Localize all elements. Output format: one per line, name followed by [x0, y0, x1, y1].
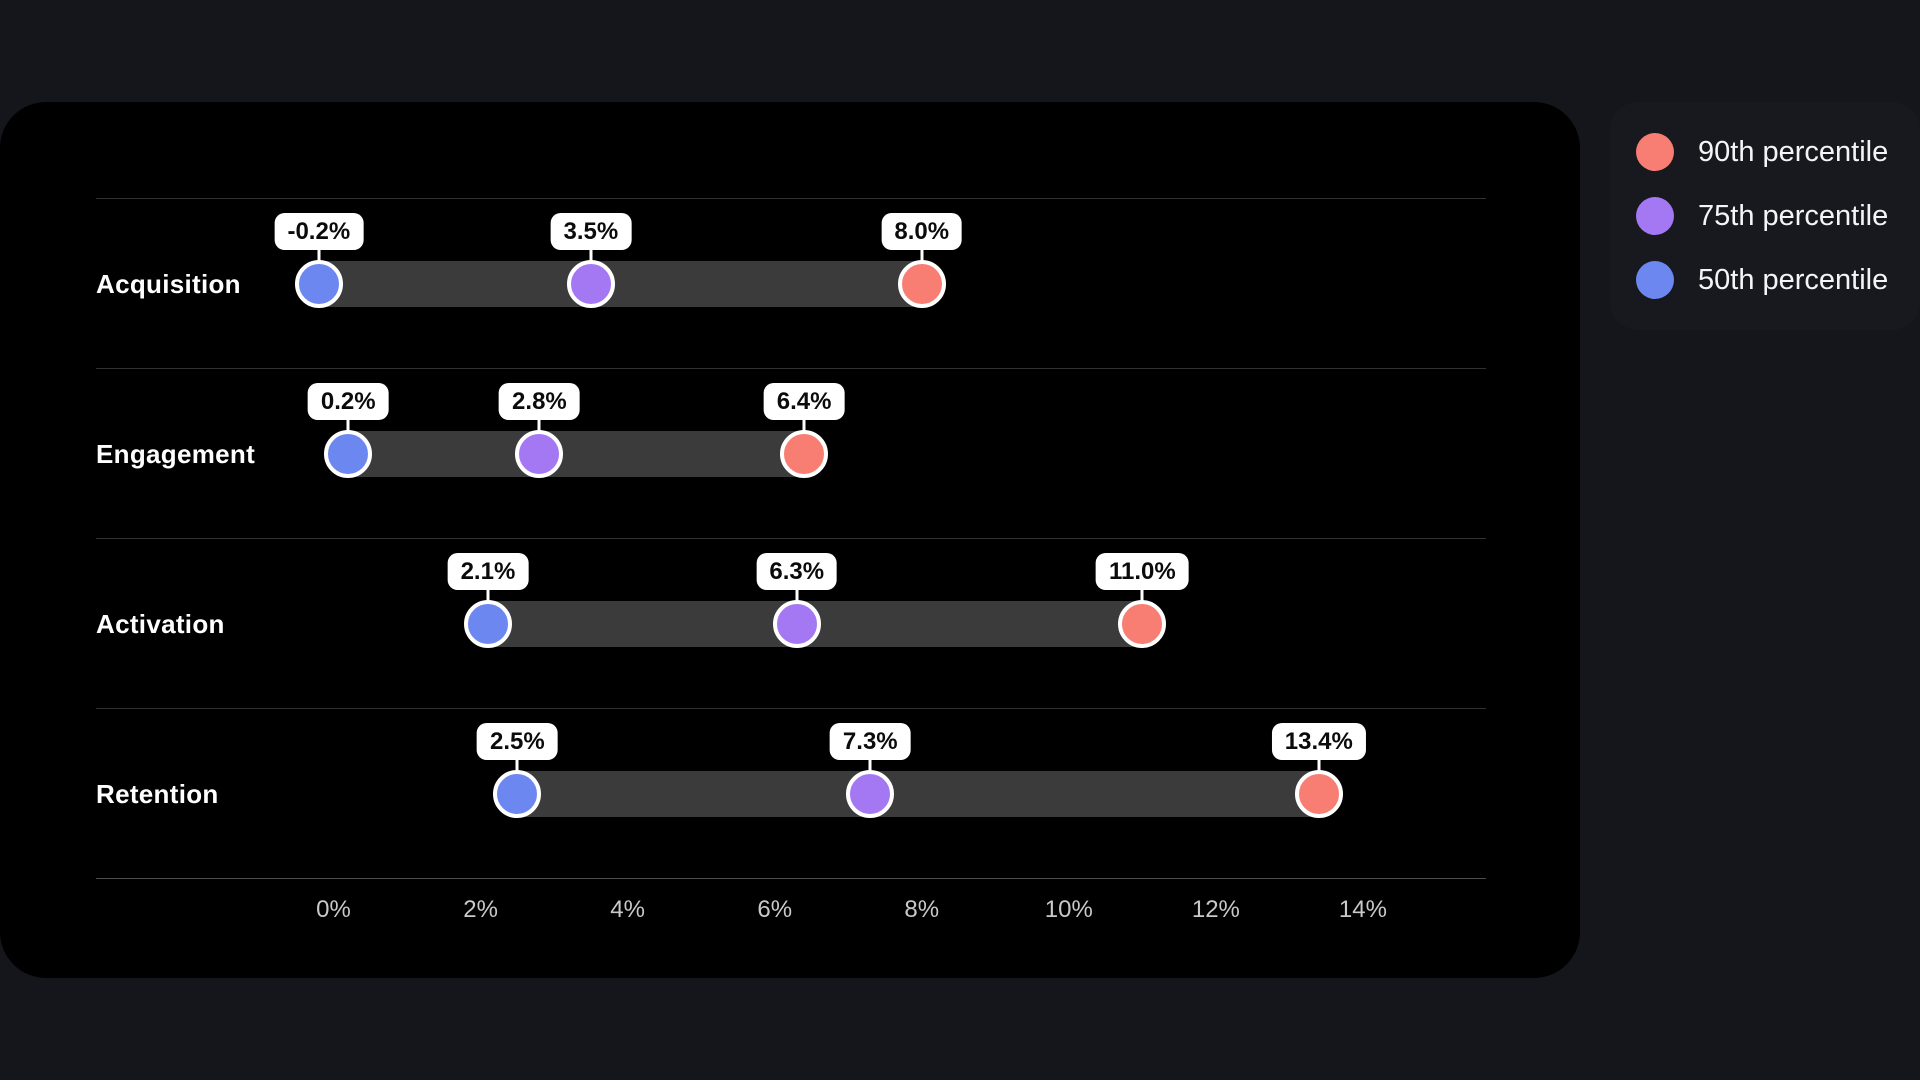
- chart-panel: Acquisition -0.2% 3.5% 8.0% Engagement 0.2% 2.…: [0, 102, 1580, 978]
- row-plot: 2.1% 6.3% 11.0%: [260, 539, 1510, 709]
- value-label: 2.5%: [476, 723, 558, 760]
- row-label: Engagement: [96, 438, 256, 469]
- value-label: 6.3%: [756, 553, 838, 590]
- x-axis-tick: 10%: [1044, 896, 1093, 923]
- row-label: Activation: [96, 608, 225, 639]
- value-label: 3.5%: [550, 213, 632, 250]
- label-stem: [920, 249, 924, 262]
- dot-75th-percentile[interactable]: [515, 430, 564, 478]
- chart-row-acquisition: Acquisition -0.2% 3.5% 8.0%: [96, 198, 1486, 368]
- dot-90th-percentile[interactable]: [897, 260, 946, 308]
- x-axis: 0% 2% 4% 6% 8% 10% 12% 14%: [96, 878, 1486, 942]
- row-label: Retention: [96, 778, 219, 809]
- dot-90th-percentile[interactable]: [1294, 770, 1343, 818]
- legend-label: 75th percentile: [1698, 199, 1889, 232]
- legend-item-p90[interactable]: 90th percentile: [1636, 120, 1920, 184]
- value-label: 2.8%: [499, 383, 580, 420]
- row-plot: -0.2% 3.5% 8.0%: [260, 199, 1510, 369]
- row-plot: 2.5% 7.3% 13.4%: [260, 709, 1510, 879]
- label-stem: [486, 589, 490, 602]
- x-axis-tick: 12%: [1191, 896, 1240, 923]
- value-label: 0.2%: [307, 383, 389, 420]
- label-stem: [346, 419, 350, 432]
- value-label: 8.0%: [881, 213, 963, 250]
- legend-dot-icon: [1636, 261, 1674, 299]
- chart-row-activation: Activation 2.1% 6.3% 11.0%: [96, 538, 1486, 708]
- legend: 90th percentile 75th percentile 50th perce…: [1610, 102, 1920, 330]
- label-stem: [317, 249, 321, 262]
- range-bar: [517, 771, 1319, 817]
- dot-75th-percentile[interactable]: [772, 600, 821, 648]
- label-stem: [795, 589, 799, 602]
- value-label: 6.4%: [763, 383, 845, 420]
- value-label: 7.3%: [829, 723, 911, 760]
- value-label: 11.0%: [1095, 553, 1189, 590]
- range-bar: [318, 261, 922, 307]
- label-stem: [537, 419, 541, 432]
- chart-row-engagement: Engagement 0.2% 2.8% 6.4%: [96, 368, 1486, 538]
- dot-50th-percentile[interactable]: [294, 260, 343, 308]
- label-stem: [515, 759, 519, 772]
- x-axis-tick: 0%: [316, 896, 351, 923]
- legend-item-p75[interactable]: 75th percentile: [1636, 184, 1920, 248]
- percentile-chart: Acquisition -0.2% 3.5% 8.0% Engagement 0.2% 2.…: [96, 198, 1486, 942]
- value-label: 2.1%: [447, 553, 529, 590]
- x-axis-tick: 14%: [1338, 896, 1387, 923]
- dot-50th-percentile[interactable]: [463, 600, 512, 648]
- value-label: 13.4%: [1271, 723, 1366, 760]
- dot-90th-percentile[interactable]: [780, 430, 829, 478]
- label-stem: [802, 419, 806, 432]
- legend-dot-icon: [1636, 133, 1674, 171]
- x-axis-tick: 6%: [757, 896, 793, 923]
- x-axis-tick: 2%: [463, 896, 498, 923]
- range-bar: [348, 431, 805, 477]
- x-axis-ticks: 0% 2% 4% 6% 8% 10% 12% 14%: [260, 879, 1510, 1049]
- x-axis-tick: 4%: [610, 896, 645, 923]
- legend-dot-icon: [1636, 197, 1674, 235]
- row-label: Acquisition: [96, 268, 241, 299]
- label-stem: [1140, 589, 1144, 602]
- value-label: -0.2%: [274, 213, 364, 250]
- dot-75th-percentile[interactable]: [846, 770, 895, 818]
- dot-75th-percentile[interactable]: [566, 260, 615, 308]
- dot-90th-percentile[interactable]: [1118, 600, 1167, 648]
- legend-label: 50th percentile: [1698, 263, 1889, 296]
- label-stem: [589, 249, 593, 262]
- legend-label: 90th percentile: [1698, 135, 1889, 168]
- dot-50th-percentile[interactable]: [493, 770, 542, 818]
- label-stem: [868, 759, 872, 772]
- legend-item-p50[interactable]: 50th percentile: [1636, 248, 1920, 312]
- dot-50th-percentile[interactable]: [324, 430, 373, 478]
- label-stem: [1317, 759, 1321, 772]
- row-plot: 0.2% 2.8% 6.4%: [260, 369, 1510, 539]
- legend-items: 90th percentile 75th percentile 50th perce…: [1636, 120, 1920, 312]
- chart-row-retention: Retention 2.5% 7.3% 13.4%: [96, 708, 1486, 878]
- chart-rows: Acquisition -0.2% 3.5% 8.0% Engagement 0.2% 2.…: [96, 198, 1486, 878]
- x-axis-tick: 8%: [904, 896, 940, 923]
